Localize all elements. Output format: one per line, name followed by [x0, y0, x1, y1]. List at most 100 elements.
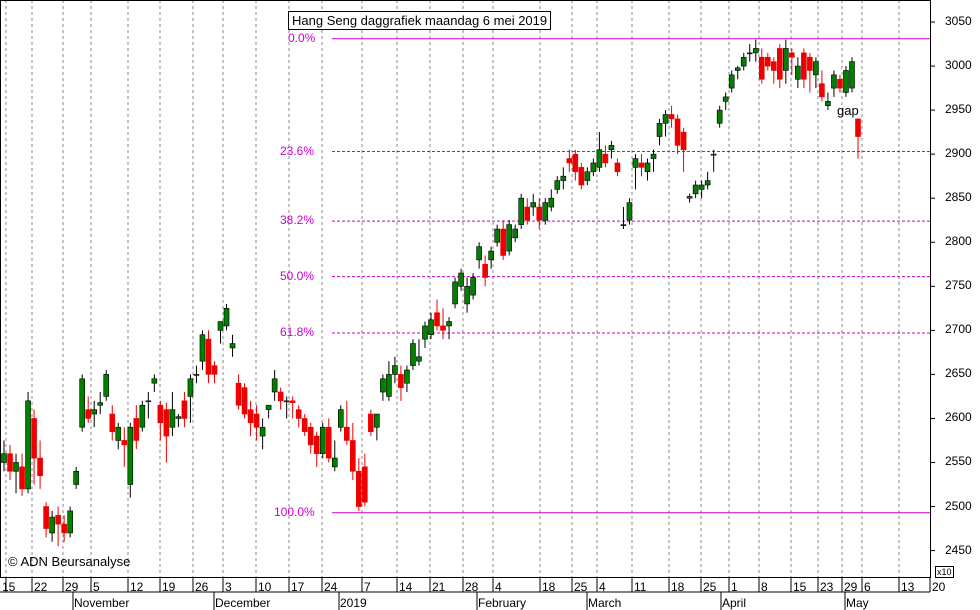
- x-tick-label: 3: [225, 580, 232, 594]
- candle-body: [368, 413, 374, 432]
- scale-note: x10: [935, 566, 954, 578]
- candle-body: [500, 228, 506, 256]
- candle-body: [344, 426, 350, 441]
- candle-body: [843, 70, 849, 93]
- candle-body: [67, 510, 73, 534]
- candle-body: [109, 413, 116, 432]
- x-tick-label: 19: [162, 580, 176, 594]
- y-tick-label: 3000: [945, 58, 972, 73]
- y-tick-label: 2750: [945, 278, 972, 293]
- candle-body: [259, 426, 266, 437]
- candle-body: [614, 162, 621, 173]
- candle-body: [49, 516, 55, 534]
- candle-body: [404, 369, 410, 384]
- candle-body: [548, 197, 555, 208]
- candle-body: [740, 56, 747, 67]
- y-tick-label: 2900: [945, 146, 972, 161]
- candle-body: [849, 61, 855, 89]
- y-tick-label: 2850: [945, 190, 972, 205]
- candle-body: [602, 153, 609, 164]
- x-tick-label: 4: [495, 580, 502, 594]
- x-tick-label: 17: [291, 580, 305, 594]
- month-label: 2019: [340, 596, 367, 610]
- fib-label: 61.8%: [280, 324, 315, 339]
- candle-body: [193, 374, 200, 376]
- candle-body: [626, 202, 633, 221]
- candle-body: [428, 319, 434, 336]
- x-tick-label: 13: [901, 580, 915, 594]
- candle-body: [181, 400, 188, 419]
- candle-body: [674, 118, 681, 146]
- candle-body: [837, 78, 843, 89]
- x-tick-label: 11: [634, 580, 647, 594]
- candle-body: [566, 158, 573, 164]
- candle-body: [771, 61, 777, 71]
- month-label: April: [722, 596, 747, 610]
- candle-body: [728, 74, 735, 89]
- candle-body: [211, 365, 218, 375]
- candle-body: [584, 171, 591, 181]
- candle-body: [380, 378, 386, 393]
- candle-body: [121, 440, 128, 446]
- candle-body: [831, 74, 837, 89]
- candle-body: [680, 131, 687, 151]
- candle-body: [31, 418, 37, 459]
- candle-body: [650, 153, 657, 159]
- candle-body: [734, 67, 741, 71]
- x-tick-label: 18: [671, 580, 685, 594]
- x-tick-label: 26: [195, 580, 209, 594]
- candle-body: [79, 378, 85, 428]
- candle-body: [1, 453, 7, 463]
- candle-body: [825, 101, 831, 107]
- candle-body: [608, 145, 615, 151]
- candle-body: [37, 457, 43, 476]
- candle-body: [764, 56, 771, 67]
- candle-body: [560, 175, 567, 181]
- candle-body: [127, 426, 134, 485]
- candle-body: [632, 158, 639, 168]
- candle-body: [542, 202, 549, 221]
- y-tick-label: 2550: [945, 454, 972, 469]
- candle-body: [277, 391, 284, 402]
- candle-body: [217, 321, 224, 331]
- x-tick-label: 25: [703, 580, 717, 594]
- candle-body: [572, 153, 579, 173]
- month-label: December: [215, 596, 271, 610]
- candle-body: [271, 378, 278, 393]
- candle-body: [668, 114, 675, 120]
- x-tick-label: 25: [574, 580, 588, 594]
- y-tick-label: 2700: [945, 322, 972, 337]
- candle-body: [704, 180, 711, 186]
- candle-body: [139, 404, 146, 428]
- x-tick-label: 29: [844, 580, 858, 594]
- x-tick-label: 15: [2, 580, 16, 594]
- y-tick-label: 2800: [945, 234, 972, 249]
- candle-body: [169, 409, 176, 428]
- candle-body: [722, 96, 729, 102]
- candle-body: [247, 409, 254, 424]
- candle-body: [458, 272, 464, 287]
- candle-body: [476, 246, 482, 261]
- candle-body: [187, 378, 194, 397]
- candle-body: [229, 343, 236, 349]
- candle-body: [783, 48, 789, 71]
- candle-body: [61, 523, 67, 534]
- candle-body: [253, 413, 260, 428]
- y-tick-label: 2600: [945, 410, 972, 425]
- y-tick-label: 2500: [945, 498, 972, 513]
- y-tick-label: 2450: [945, 542, 972, 557]
- x-tick-label: 18: [542, 580, 556, 594]
- candle-body: [590, 162, 597, 173]
- month-label: March: [588, 596, 622, 610]
- x-tick-label: 7: [364, 580, 371, 594]
- candle-body: [331, 457, 338, 468]
- gap-annotation: gap: [837, 103, 859, 118]
- candle-body: [482, 263, 488, 278]
- x-tick-label: 1: [731, 580, 738, 594]
- fib-label: 100.0%: [274, 504, 315, 519]
- candle-body: [578, 167, 585, 186]
- candle-body: [356, 470, 362, 507]
- candle-body: [265, 404, 272, 410]
- candle-body: [199, 334, 206, 362]
- fib-label: 0.0%: [288, 30, 316, 45]
